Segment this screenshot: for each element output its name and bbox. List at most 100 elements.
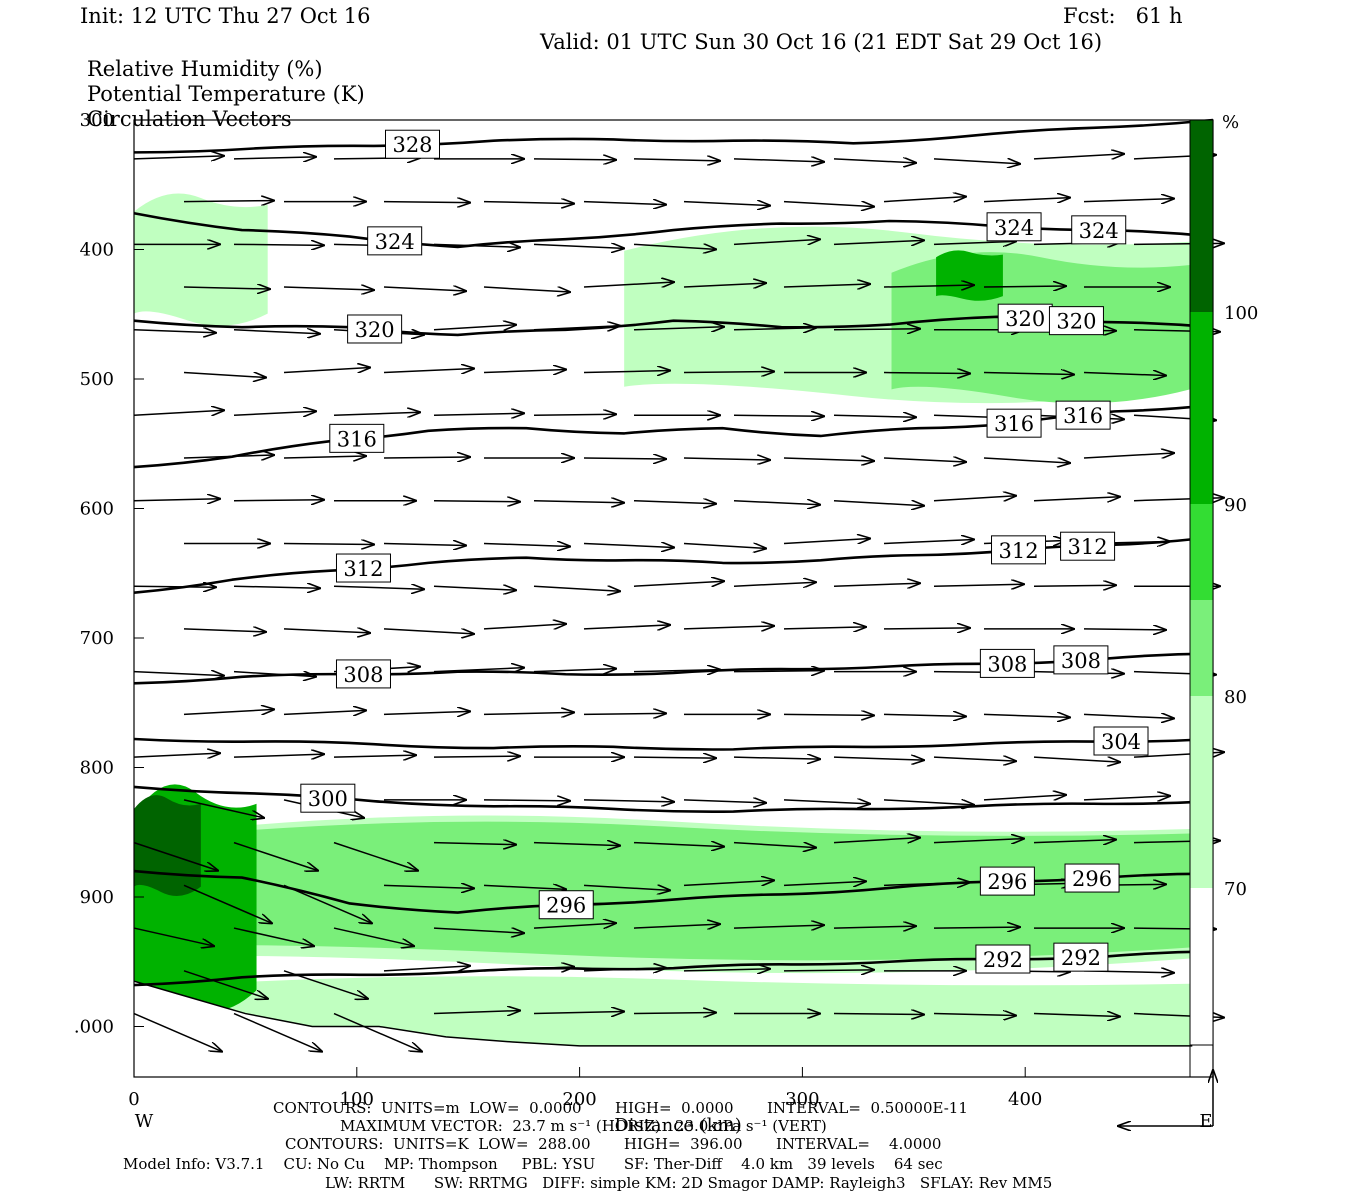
wind-vector <box>183 373 266 378</box>
wind-vector <box>1033 840 1116 843</box>
colorbar-label: 90 <box>1224 495 1247 516</box>
wind-vector <box>433 325 516 330</box>
y-tick-label: 900 <box>80 887 114 908</box>
wind-vector <box>133 330 216 333</box>
wind-vector <box>883 373 970 374</box>
theta-label-328: 328 <box>392 133 432 157</box>
wind-vector <box>583 282 674 288</box>
wind-vector <box>133 586 216 587</box>
wind-vector <box>633 244 716 249</box>
wind-vector <box>433 1011 520 1014</box>
field-theta-title: Potential Temperature (K) <box>87 82 365 106</box>
wind-vector <box>1083 373 1166 376</box>
theta-label-box <box>1053 942 1109 972</box>
wind-vector <box>583 713 666 714</box>
field-vectors-title: Circulation Vectors <box>87 107 292 131</box>
theta-label-308: 308 <box>343 663 383 687</box>
rh-region <box>134 795 201 896</box>
theta-label-box <box>329 423 385 453</box>
wind-vector <box>383 369 474 373</box>
theta-label-324: 324 <box>994 216 1034 240</box>
wind-vector <box>633 757 716 758</box>
x-tick-label: 400 <box>1008 1089 1042 1110</box>
wind-vector <box>683 880 774 887</box>
wind-vector <box>283 629 370 633</box>
wind-vector <box>383 628 474 634</box>
wind-vector <box>533 585 620 591</box>
wind-vector <box>1033 154 1124 160</box>
wind-vector <box>933 839 1024 843</box>
wind-vector <box>133 499 220 501</box>
wind-vector <box>383 287 466 291</box>
wind-vector <box>183 287 270 289</box>
wind-vector <box>133 156 224 159</box>
wind-vector <box>233 411 316 415</box>
theta-label-box <box>1048 306 1104 336</box>
y-tick-label: 800 <box>80 758 114 779</box>
x-tick-label: 200 <box>562 1089 596 1110</box>
wind-vector <box>383 202 470 203</box>
wind-vector <box>133 753 220 757</box>
wind-vector <box>983 457 1070 463</box>
wind-vector <box>783 881 866 885</box>
wind-vector <box>633 1013 716 1014</box>
theta-label-box <box>1064 863 1120 893</box>
x-tick-label: 300 <box>785 1089 819 1110</box>
y-tick-label: .000 <box>74 1017 114 1038</box>
wind-vector <box>783 714 874 715</box>
wind-vector <box>933 496 1016 501</box>
colorbar-frame <box>1189 119 1214 1046</box>
wind-vector <box>433 413 524 415</box>
wind-vector <box>133 1012 222 1052</box>
theta-label-box <box>1060 531 1116 561</box>
wind-vector <box>583 968 666 971</box>
wind-vector <box>533 1012 624 1014</box>
wind-vector <box>333 755 416 757</box>
footer-contours-m: CONTOURS: UNITS=m LOW= 0.0000 HIGH= 0.00… <box>273 1099 968 1117</box>
wind-vector <box>433 501 520 502</box>
wind-vector <box>883 799 974 805</box>
wind-vector <box>333 412 420 415</box>
contour-labels: 328 324 324 324 320 320 320 316 316 316 312 312 312 3… <box>300 129 1149 974</box>
wind-vector <box>583 884 670 890</box>
wind-vector <box>683 372 774 373</box>
colorbar-segment <box>1190 600 1213 696</box>
wind-vector <box>333 1012 422 1052</box>
wind-vector <box>683 969 770 971</box>
wind-vector <box>933 158 1020 164</box>
theta-label-320: 320 <box>1005 307 1045 331</box>
theta-label-box <box>997 303 1053 333</box>
wind-vector <box>733 239 820 246</box>
wind-vector <box>383 457 470 458</box>
footer-physics-info: LW: RRTM SW: RRTMG DIFF: simple KM: 2D S… <box>325 1174 1053 1192</box>
wind-vector <box>683 202 770 206</box>
wind-vector <box>983 198 1070 202</box>
terrain-mask <box>133 980 1213 1077</box>
wind-vector <box>883 458 966 462</box>
wind-vector <box>883 714 966 716</box>
theta-label-304: 304 <box>1101 730 1141 754</box>
wind-vector <box>233 841 318 871</box>
theta-label-308: 308 <box>1061 649 1101 673</box>
theta-label-box <box>347 314 403 344</box>
theta-label-box <box>385 129 440 159</box>
colorbar-segment <box>1190 696 1213 888</box>
wind-vector <box>883 539 974 543</box>
y-tick-label: 400 <box>80 240 114 261</box>
wind-vector <box>933 584 1024 586</box>
wind-vector <box>183 201 274 202</box>
y-tick-label: 700 <box>80 628 114 649</box>
wind-vector <box>833 415 916 417</box>
wind-vector <box>533 159 616 160</box>
wind-vector <box>733 582 816 586</box>
wind-vector <box>483 712 574 714</box>
wind-vector <box>833 240 924 244</box>
theta-label-324: 324 <box>1079 219 1119 243</box>
wind-vector <box>683 283 766 287</box>
theta-label-292: 292 <box>983 948 1023 972</box>
wind-vector <box>933 757 1016 761</box>
rh-region <box>134 193 268 326</box>
wind-vector <box>1083 714 1174 718</box>
theta-label-box <box>335 659 391 689</box>
wind-vector <box>383 711 470 714</box>
